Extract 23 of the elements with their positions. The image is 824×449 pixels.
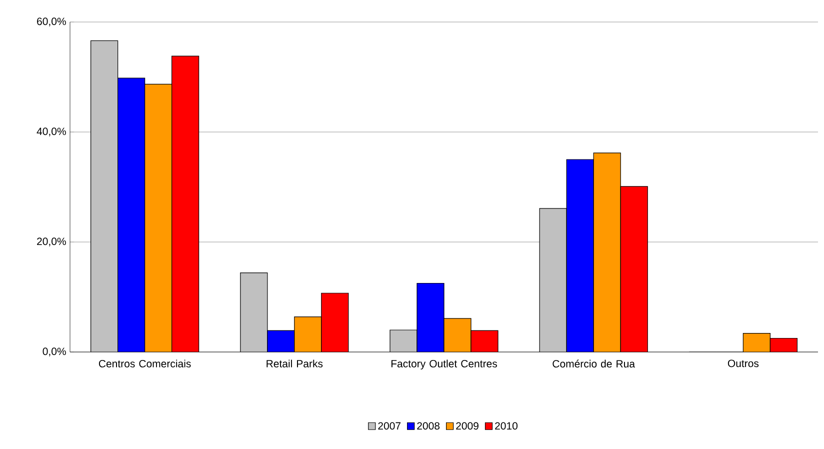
y-tick-label: 40,0% bbox=[36, 128, 66, 136]
legend-label: 2008 bbox=[417, 422, 440, 430]
x-tick-label: Centros Comerciais bbox=[98, 360, 191, 368]
bar bbox=[620, 186, 648, 352]
x-tick-label: Comércio de Rua bbox=[552, 360, 636, 368]
bar bbox=[321, 293, 348, 352]
y-tick-label: 0,0% bbox=[42, 348, 66, 356]
bar bbox=[742, 332, 770, 352]
bar bbox=[770, 338, 798, 352]
x-tick-label: Outros bbox=[728, 360, 759, 368]
bar bbox=[172, 56, 199, 352]
legend-label: 2009 bbox=[456, 422, 478, 430]
bar bbox=[444, 318, 471, 352]
legend-label: 2010 bbox=[495, 422, 518, 430]
bar bbox=[294, 316, 322, 352]
bar bbox=[594, 152, 621, 352]
bar bbox=[471, 330, 498, 352]
x-tick-label: Factory Outlet Centres bbox=[391, 360, 497, 370]
y-tick-label: 20,0% bbox=[37, 238, 66, 246]
x-tick-label: Retail Parks bbox=[266, 360, 323, 368]
bar bbox=[144, 84, 172, 352]
y-tick-label: 60,0% bbox=[37, 18, 66, 26]
legend-label: 2007 bbox=[378, 422, 400, 430]
